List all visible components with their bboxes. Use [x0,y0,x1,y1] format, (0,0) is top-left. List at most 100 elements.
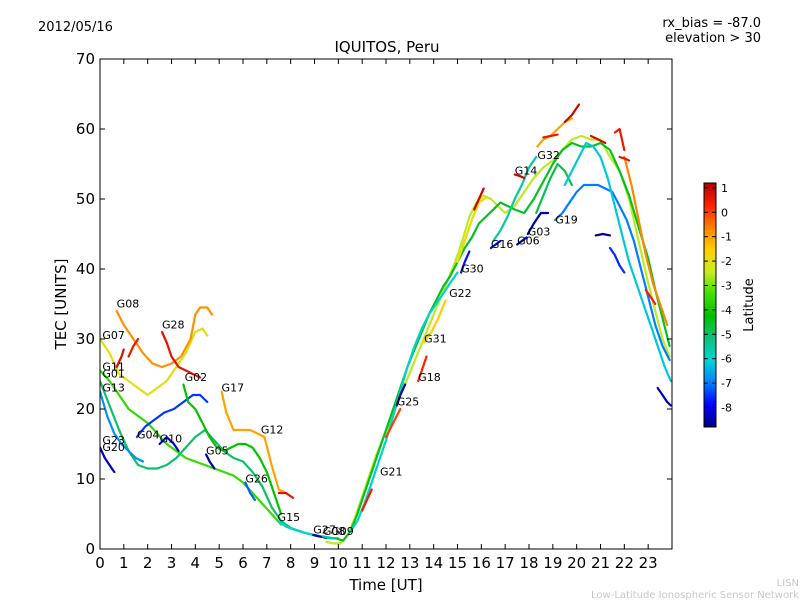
x-tick-label: 10 [329,554,348,572]
series-line-19 [325,134,671,545]
colorbar: 1 0 -1 -2 -3 -4 -5 -6 -7 -8 Latitude [703,182,757,428]
series-line-34 [513,173,526,180]
colorbar-tick-label: 0 [721,206,728,219]
x-tick-label: 20 [567,554,586,572]
satellite-label: G22 [449,287,472,300]
colorbar-tick-label: -2 [721,255,732,268]
x-tick-label: 6 [238,554,248,572]
series-line-9 [158,435,180,453]
series-line-2 [115,348,125,369]
series-line-42 [608,246,626,274]
x-tick-label: 15 [448,554,467,572]
colorbar-tick-label: -8 [721,401,732,414]
series-line-10 [160,330,202,379]
series-line-29 [489,239,502,250]
satellite-label: G25 [397,396,420,409]
rx-bias-label: rx_bias = -87.0 [662,16,761,31]
y-axis: 0 10 20 30 40 50 60 70 [76,50,672,558]
series-line-21 [349,271,459,533]
series-line-13 [220,390,287,495]
satellite-label: G23 [102,434,125,447]
x-tick-label: 14 [424,554,443,572]
satellite-label: G08 [117,298,140,311]
series-line-39 [554,183,671,362]
x-tick-label: 1 [119,554,129,572]
satellite-label: G05 [206,445,229,458]
y-tick-label: 70 [76,50,95,68]
satellite-label: G02 [185,371,208,384]
series-line-36 [542,133,559,139]
x-tick-label: 11 [353,554,372,572]
colorbar-tick-label: -4 [721,304,732,317]
series-line-31 [492,155,538,243]
series-line-25 [417,355,428,383]
satellite-label: G16 [491,238,514,251]
footer-network: Low-Latitude Ionospheric Sensor Network [591,590,799,600]
satellite-label: G10 [160,433,183,446]
satellite-label: G15 [278,511,301,524]
series-line-33 [526,211,550,236]
colorbar-tick-label: -3 [721,279,732,292]
y-tick-label: 60 [76,120,95,138]
x-tick-label: 7 [262,554,272,572]
x-tick-label: 17 [496,554,515,572]
series-line-4 [100,369,283,526]
satellite-label: G27 [313,524,336,537]
satellite-label: G28 [162,319,185,332]
series-line-24 [395,383,407,407]
series-line-7 [100,446,116,474]
satellite-label: G19 [555,214,578,227]
series-line-3 [127,337,140,358]
series-line-47 [656,386,672,407]
series-line-0 [100,327,209,397]
y-tick-label: 10 [76,470,95,488]
y-tick-label: 30 [76,330,95,348]
footer-lisn: LISN [777,578,799,589]
y-tick-label: 50 [76,190,95,208]
satellite-label: G09 [331,525,354,538]
plot-area [99,58,673,550]
colorbar-tick-label: -1 [721,231,732,244]
satellite-label: G11 [102,361,125,374]
series-line-32 [515,236,528,246]
x-tick-label: 3 [167,554,177,572]
x-tick-label: 8 [286,554,296,572]
elevation-label: elevation > 30 [665,31,761,46]
satellite-label: G14 [515,165,538,178]
series-line-28 [456,196,488,264]
series-line-12 [205,453,216,470]
x-tick-label: 19 [543,554,562,572]
series-line-43 [613,127,626,152]
x-tick-label: 13 [400,554,419,572]
series-line-15 [244,481,256,502]
chart-title: IQUITOS, Peru [334,38,439,56]
y-tick-label: 40 [76,260,95,278]
series-line-45 [589,134,607,145]
series-layer [100,103,672,545]
satellite-label: G03 [528,225,551,238]
colorbar-tick-label: -5 [721,328,732,341]
satellite-label: G07 [102,329,125,342]
series-line-1 [115,306,214,369]
colorbar-tick-label: -7 [721,377,732,390]
series-line-41 [594,232,612,237]
series-line-14 [277,491,295,499]
satellite-label: G01 [102,368,125,381]
satellite-label: G30 [461,263,484,276]
series-line-37 [563,103,581,124]
x-tick-label: 0 [95,554,105,572]
satellite-label: G08 [323,525,346,538]
satellite-label: G18 [418,371,441,384]
series-line-30 [473,187,485,211]
satellite-label: G31 [424,333,447,346]
x-tick-label: 21 [591,554,610,572]
x-tick-label: 22 [615,554,634,572]
series-line-11 [182,383,283,516]
x-tick-label: 16 [472,554,491,572]
satellite-label: G26 [245,473,268,486]
x-tick-label: 9 [310,554,320,572]
series-line-40 [563,141,672,383]
x-axis-label: Time [UT] [348,576,422,594]
